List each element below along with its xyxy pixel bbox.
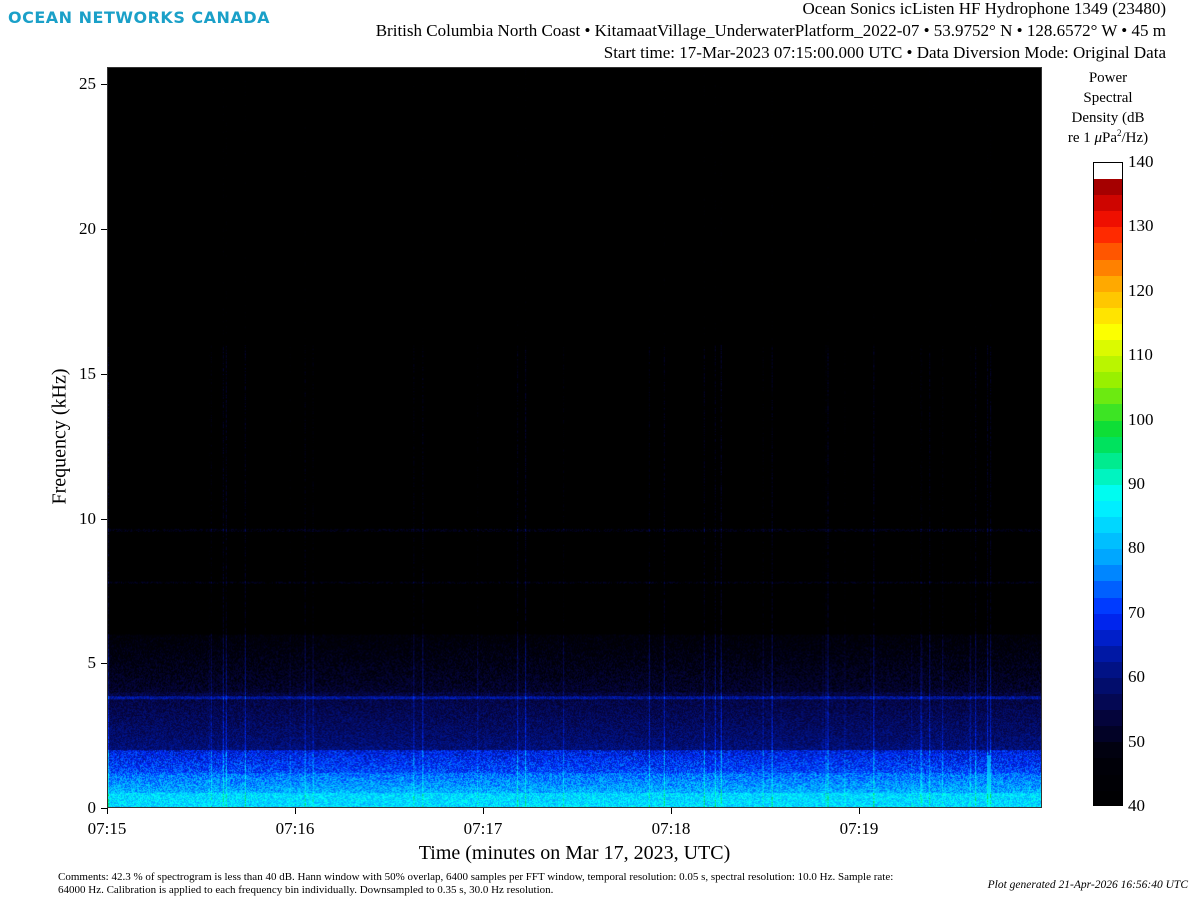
y-tick-label: 20 bbox=[79, 219, 96, 239]
y-tick-mark bbox=[101, 84, 107, 86]
x-tick-label: 07:15 bbox=[87, 819, 127, 838]
colorbar-segment bbox=[1094, 163, 1122, 180]
colorbar-tick-label: 40 bbox=[1128, 796, 1145, 815]
x-tick-label: 07:19 bbox=[839, 819, 879, 838]
colorbar-segment bbox=[1094, 211, 1122, 228]
colorbar-segment bbox=[1094, 340, 1122, 357]
colorbar-segment bbox=[1094, 356, 1122, 373]
colorbar-segment bbox=[1094, 500, 1122, 518]
colorbar-segment bbox=[1094, 404, 1122, 421]
colorbar-title: Power Spectral Density (dB re 1 μPa2/Hz) bbox=[1067, 70, 1149, 146]
y-tick-mark bbox=[101, 808, 107, 809]
x-tick-label: 07:18 bbox=[651, 819, 691, 838]
title-line-1: Ocean Sonics icListen HF Hydrophone 1349… bbox=[802, 0, 1166, 18]
x-tick-label: 07:16 bbox=[275, 819, 315, 838]
title-line-3: Start time: 17-Mar-2023 07:15:00.000 UTC… bbox=[603, 43, 1166, 62]
colorbar-segment bbox=[1094, 661, 1122, 678]
colorbar-segment bbox=[1094, 517, 1122, 534]
colorbar-segment bbox=[1094, 436, 1122, 453]
colorbar-segment bbox=[1094, 742, 1122, 759]
comments-text: Comments: 42.3 % of spectrogram is less … bbox=[58, 871, 894, 896]
colorbar-tick-label: 100 bbox=[1128, 409, 1154, 429]
colorbar-segment bbox=[1094, 420, 1122, 437]
colorbar-segment bbox=[1094, 275, 1122, 292]
x-tick-mark bbox=[107, 808, 108, 814]
x-tick-mark bbox=[859, 808, 860, 814]
colorbar-segment bbox=[1094, 307, 1122, 324]
y-tick-mark bbox=[101, 373, 107, 375]
colorbar-segment bbox=[1094, 179, 1122, 196]
colorbar-segment bbox=[1094, 243, 1122, 260]
colorbar-segment bbox=[1094, 452, 1122, 469]
colorbar-segment bbox=[1094, 629, 1122, 646]
colorbar-segment bbox=[1094, 710, 1122, 727]
colorbar-segment bbox=[1094, 597, 1122, 614]
colorbar-segment bbox=[1094, 323, 1122, 341]
colorbar-segment bbox=[1094, 372, 1122, 389]
x-tick-label: 07:17 bbox=[463, 819, 503, 838]
colorbar-tick-label: 90 bbox=[1128, 474, 1145, 493]
colorbar-segment bbox=[1094, 227, 1122, 244]
colorbar-segment bbox=[1094, 758, 1122, 775]
y-tick-label: 0 bbox=[87, 798, 97, 817]
y-tick-label: 15 bbox=[79, 363, 96, 383]
colorbar-tick-label: 120 bbox=[1128, 280, 1154, 300]
colorbar-segment bbox=[1094, 581, 1122, 598]
title-line-2: British Columbia North Coast • KitamaatV… bbox=[375, 21, 1166, 40]
colorbar-tick-label: 80 bbox=[1128, 538, 1145, 558]
colorbar-tick-label: 110 bbox=[1128, 345, 1153, 365]
colorbar-segment bbox=[1094, 790, 1122, 805]
x-tick-mark bbox=[671, 808, 672, 814]
y-tick-mark bbox=[101, 663, 107, 665]
colorbar-segment bbox=[1094, 291, 1122, 308]
colorbar-tick-label: 140 bbox=[1128, 152, 1154, 171]
colorbar-segment bbox=[1094, 259, 1122, 276]
colorbar-segment bbox=[1094, 549, 1122, 566]
colorbar-segment bbox=[1094, 388, 1122, 405]
colorbar-segment bbox=[1094, 645, 1122, 662]
colorbar-segment bbox=[1094, 613, 1122, 630]
colorbar-tick-label: 60 bbox=[1128, 667, 1145, 687]
colorbar-segment bbox=[1094, 694, 1122, 711]
colorbar-segment bbox=[1094, 533, 1122, 550]
colorbar-segment bbox=[1094, 565, 1122, 582]
colorbar-segment bbox=[1094, 468, 1122, 485]
onc-logo: OCEAN NETWORKS CANADA bbox=[8, 8, 270, 27]
colorbar-segment bbox=[1094, 195, 1122, 212]
colorbar-tick-label: 70 bbox=[1128, 602, 1145, 622]
colorbar bbox=[1093, 162, 1123, 806]
x-tick-mark bbox=[295, 808, 296, 814]
colorbar-segment bbox=[1094, 484, 1122, 501]
y-tick-label: 25 bbox=[79, 74, 96, 94]
plot-generated-text: Plot generated 21-Apr-2026 16:56:40 UTC bbox=[987, 879, 1188, 891]
y-axis-label: Frequency (kHz) bbox=[48, 368, 71, 505]
y-tick-label: 10 bbox=[79, 508, 96, 528]
colorbar-segment bbox=[1094, 774, 1122, 791]
colorbar-segment bbox=[1094, 726, 1122, 743]
y-tick-mark bbox=[101, 518, 107, 520]
x-axis-label: Time (minutes on Mar 17, 2023, UTC) bbox=[418, 842, 731, 864]
spectrogram-plot bbox=[107, 67, 1042, 808]
colorbar-tick-label: 130 bbox=[1128, 216, 1154, 236]
colorbar-segment bbox=[1094, 678, 1122, 695]
x-tick-mark bbox=[483, 808, 484, 814]
y-tick-mark bbox=[101, 229, 107, 231]
colorbar-tick-label: 50 bbox=[1128, 731, 1145, 751]
y-tick-label: 5 bbox=[87, 653, 97, 673]
spectrogram-image bbox=[108, 68, 1041, 807]
